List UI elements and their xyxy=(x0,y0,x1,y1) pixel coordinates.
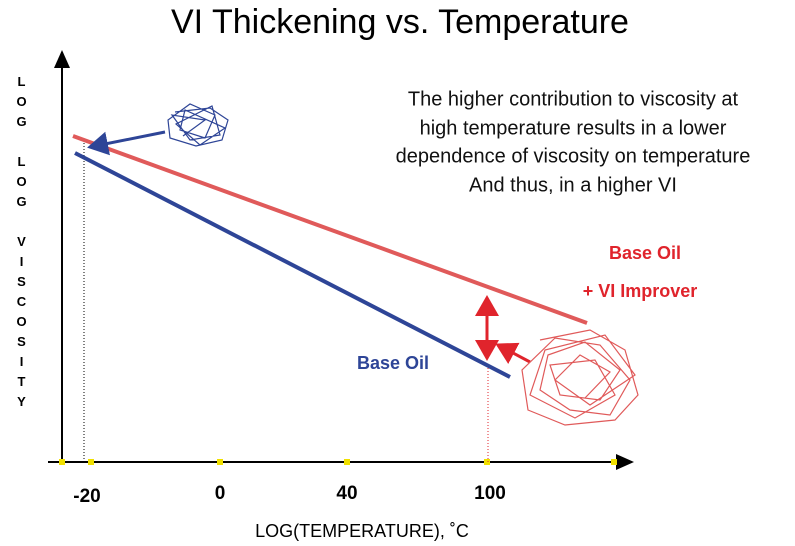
y-axis-label: LOG LOG VISCOSITY xyxy=(14,74,29,414)
annotation: high temperature results in a lower xyxy=(420,117,727,139)
polymer-coil xyxy=(167,103,229,147)
line-label: Base Oil xyxy=(357,353,429,373)
line-label: + VI Improver xyxy=(583,281,698,301)
improved-line xyxy=(72,134,588,325)
tick-marks xyxy=(59,459,617,465)
x-tick-label: 0 xyxy=(215,483,226,504)
annotation: dependence of viscosity on temperature xyxy=(396,145,751,167)
x-tick-label: 100 xyxy=(474,483,506,504)
annotation: The higher contribution to viscosity at xyxy=(408,88,739,110)
title: VI Thickening vs. Temperature xyxy=(171,3,629,41)
base-line xyxy=(74,151,511,379)
pointer-arrow xyxy=(87,130,166,156)
x-tick-label: 40 xyxy=(336,483,357,504)
pointer-arrow xyxy=(495,342,531,365)
polymer-coil xyxy=(521,329,639,426)
line-label: Base Oil xyxy=(609,243,681,263)
x-axis-label: LOG(TEMPERATURE), ˚C xyxy=(255,521,469,541)
x-tick-label: -20 xyxy=(73,486,100,507)
annotation: And thus, in a higher VI xyxy=(469,174,677,196)
